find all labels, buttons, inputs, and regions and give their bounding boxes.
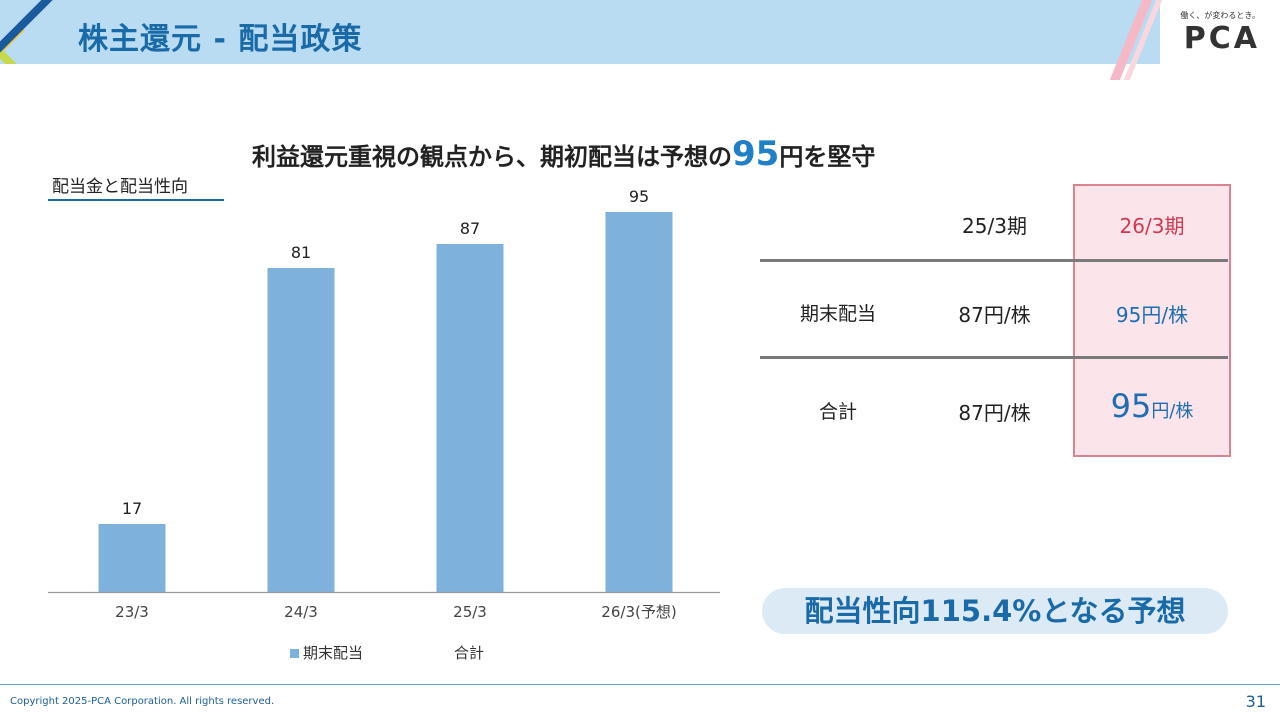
x-tick-label: 24/3 [284,603,318,621]
legend-item-dividend: 期末配当 [290,642,363,663]
pca-logo: 働く、が変わるとき。 PCA [1170,10,1260,60]
header-prev-period: 25/3期 [962,214,1027,238]
chart-bar [267,268,335,592]
headline-text: 利益還元重視の観点から、期初配当は予想の [252,143,732,171]
dividend-chart: 17 23/3 81 24/3 87 25/3 95 26/3(予想) 期末配当 合計 [48,187,720,663]
headline-highlight: 95 [732,134,780,174]
legend-swatch [290,649,299,658]
x-tick-label: 25/3 [453,603,487,621]
header-band [0,0,1160,64]
header-current-period: 26/3期 [1119,214,1185,238]
highlight-column [1073,184,1231,457]
bar-data-label: 95 [629,187,649,206]
bar-data-label: 17 [122,499,142,518]
chart-bar [436,244,504,592]
row-prev-value: 87円/株 [958,401,1031,425]
row-cur-value: 95円/株 [1115,303,1189,327]
payout-ratio-callout: 配当性向115.4%となる予想 [762,588,1228,634]
page-title: 株主還元 - 配当政策 [78,22,363,57]
total-value: 95 [1110,387,1152,425]
logo-mark: PCA [1183,21,1260,56]
headline: 利益還元重視の観点から、期初配当は予想の95円を堅守 [252,134,875,174]
row-label: 期末配当 [799,303,876,325]
section-underline [48,199,224,201]
bar-data-label: 81 [291,243,311,262]
logo-tagline: 働く、が変わるとき。 [1180,11,1260,20]
row-label: 合計 [818,401,857,423]
x-tick-label: 23/3 [115,603,149,621]
total-unit: 円/株 [1151,401,1194,422]
row-divider [760,356,1228,359]
slide-header: 株主還元 - 配当政策 働く、が変わるとき。 PCA [0,0,1280,80]
copyright: Copyright 2025-PCA Corporation. All righ… [10,696,275,707]
row-cur-value-total: 95円/株 [1073,387,1231,425]
footer-line [0,684,1280,685]
section-label: 配当金と配当性向 [52,177,188,197]
row-prev-value: 87円/株 [958,303,1031,327]
legend-label: 期末配当 [303,644,364,662]
dividend-table: 25/3期 26/3期 期末配当 87円/株 95円/株 合計 87円/株 95… [760,184,1232,458]
x-tick-label: 26/3(予想) [601,603,676,621]
legend-item-total: 合計 [454,644,485,662]
page-number: 31 [1245,692,1266,711]
row-divider [760,259,1228,262]
chart-bar [98,524,166,592]
chart-bar [605,212,673,592]
bar-data-label: 87 [460,219,480,238]
headline-text-end: 円を堅守 [779,143,876,171]
dividend-chart-svg: 17 23/3 81 24/3 87 25/3 95 26/3(予想) [48,187,720,621]
